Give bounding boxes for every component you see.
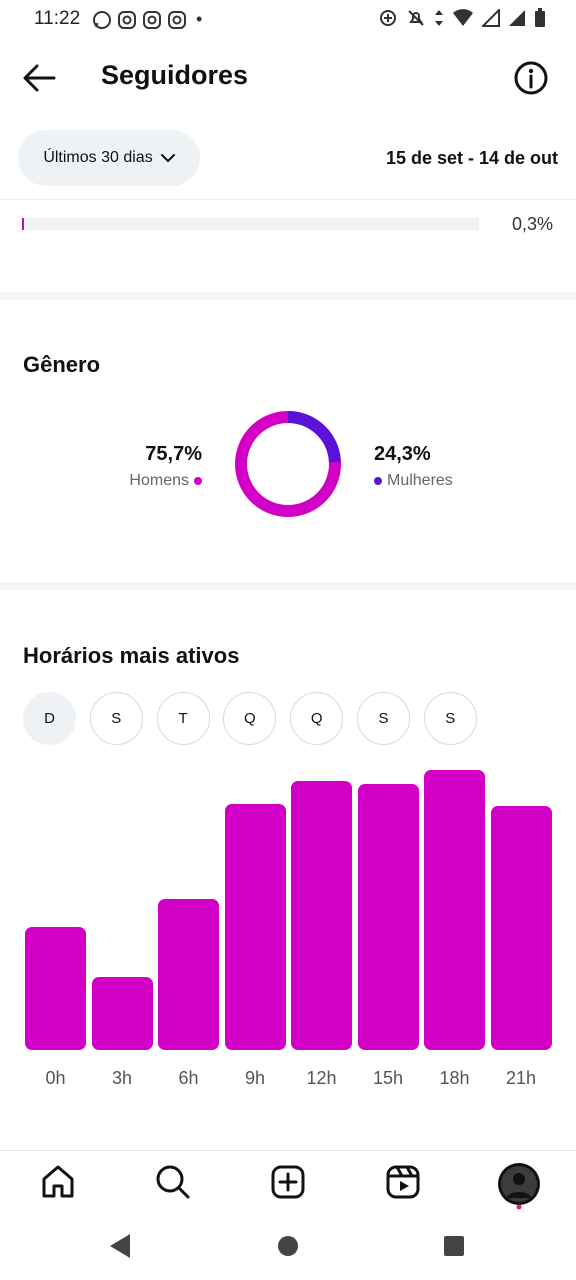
chart-bar[interactable] bbox=[158, 898, 219, 1050]
x-axis-label: 12h bbox=[306, 1068, 337, 1088]
section-separator bbox=[0, 582, 576, 590]
women-percentage: 24,3% bbox=[374, 443, 431, 465]
system-back-button[interactable] bbox=[108, 1232, 134, 1260]
period-dropdown[interactable]: Últimos 30 dias bbox=[18, 130, 200, 186]
x-axis-label: 3h bbox=[111, 1068, 133, 1088]
x-axis-label: 21h bbox=[505, 1068, 537, 1088]
more-notifications-dot: • bbox=[196, 9, 203, 29]
women-label: Mulheres bbox=[387, 472, 453, 489]
men-legend: Homens bbox=[129, 472, 202, 490]
nav-create[interactable] bbox=[268, 1162, 308, 1202]
men-label: Homens bbox=[129, 472, 189, 489]
instagram-icon bbox=[143, 10, 161, 29]
instagram-icon bbox=[118, 10, 136, 29]
nav-home[interactable] bbox=[38, 1162, 78, 1202]
nav-reels[interactable] bbox=[383, 1162, 423, 1202]
day-button[interactable]: S bbox=[357, 692, 410, 745]
active-hours-title: Horários mais ativos bbox=[23, 643, 240, 668]
system-home-button[interactable] bbox=[277, 1235, 299, 1257]
chart-bar[interactable] bbox=[25, 926, 86, 1050]
info-icon bbox=[514, 61, 548, 95]
chart-bar[interactable] bbox=[357, 784, 419, 1050]
x-axis-label: 15h bbox=[372, 1068, 404, 1088]
date-range: 15 de set - 14 de out bbox=[385, 148, 558, 168]
nav-divider bbox=[0, 1150, 576, 1151]
battery-icon bbox=[535, 8, 545, 27]
chart-bar[interactable] bbox=[224, 803, 286, 1050]
x-axis-label: 18h bbox=[439, 1068, 470, 1088]
day-button[interactable]: S bbox=[423, 692, 477, 745]
signal-icon bbox=[509, 10, 525, 26]
gender-donut-chart bbox=[235, 411, 341, 517]
section-separator bbox=[0, 292, 576, 300]
x-axis-label: 6h bbox=[178, 1068, 199, 1088]
chart-bar[interactable] bbox=[424, 770, 485, 1050]
nav-search[interactable] bbox=[153, 1162, 193, 1202]
percentage-fill bbox=[22, 218, 24, 230]
chevron-down-icon bbox=[160, 154, 175, 163]
men-percentage: 75,7% bbox=[145, 443, 202, 465]
system-status-icons bbox=[378, 8, 546, 28]
mute-icon bbox=[408, 10, 424, 26]
day-button[interactable]: D bbox=[23, 692, 76, 745]
signal-icon bbox=[482, 9, 500, 27]
percentage-value: 0,3% bbox=[511, 214, 553, 234]
period-label: Últimos 30 dias bbox=[43, 149, 153, 166]
x-axis-label: 0h bbox=[45, 1068, 66, 1088]
reels-icon bbox=[386, 1165, 420, 1199]
plus-square-icon bbox=[271, 1165, 305, 1199]
day-button[interactable]: S bbox=[89, 692, 143, 745]
divider bbox=[0, 199, 576, 200]
gender-title: Gênero bbox=[23, 352, 101, 377]
chart-bar[interactable] bbox=[91, 977, 153, 1050]
home-icon bbox=[42, 1165, 74, 1198]
page-title: Seguidores bbox=[101, 60, 249, 90]
info-button[interactable] bbox=[513, 60, 549, 96]
x-axis-label: 9h bbox=[244, 1068, 266, 1088]
chart-bar[interactable] bbox=[291, 781, 352, 1050]
instagram-icon bbox=[168, 10, 186, 29]
data-arrows-icon bbox=[435, 10, 443, 26]
back-arrow-icon bbox=[23, 64, 56, 92]
day-button[interactable]: T bbox=[156, 692, 210, 745]
percentage-track bbox=[22, 218, 479, 230]
women-slice bbox=[235, 411, 341, 517]
search-icon bbox=[156, 1165, 190, 1199]
day-button[interactable]: Q bbox=[290, 692, 344, 745]
men-color-dot bbox=[194, 477, 202, 485]
chart-bar[interactable] bbox=[490, 806, 552, 1050]
women-legend: Mulheres bbox=[374, 472, 453, 490]
wifi-icon bbox=[453, 9, 473, 26]
nav-profile[interactable] bbox=[497, 1162, 540, 1210]
day-button[interactable]: Q bbox=[223, 692, 277, 745]
whatsapp-icon bbox=[93, 10, 111, 29]
data-saver-icon bbox=[380, 10, 396, 26]
status-time: 11:22 bbox=[34, 8, 81, 29]
avatar bbox=[498, 1163, 540, 1210]
notification-icons: • bbox=[92, 9, 202, 30]
back-button[interactable] bbox=[20, 58, 60, 98]
women-color-dot bbox=[374, 477, 382, 485]
system-recents-button[interactable] bbox=[443, 1235, 465, 1257]
